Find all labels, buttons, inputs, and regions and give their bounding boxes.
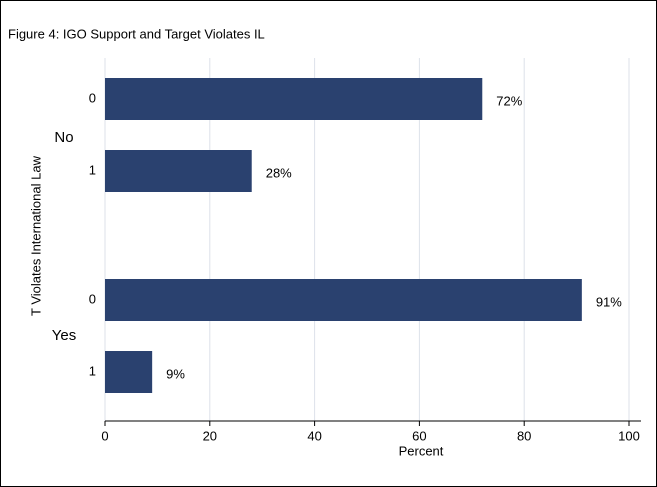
value-label: 72% bbox=[496, 93, 522, 108]
value-label: 28% bbox=[266, 165, 292, 180]
x-tick-label: 80 bbox=[517, 428, 531, 443]
value-label: 9% bbox=[166, 366, 185, 381]
group-label: Yes bbox=[52, 327, 76, 344]
bar bbox=[105, 279, 582, 321]
value-label: 91% bbox=[596, 294, 622, 309]
y-tick-label: 1 bbox=[89, 162, 96, 177]
y-tick-label: 0 bbox=[89, 291, 96, 306]
chart-title: Figure 4: IGO Support and Target Violate… bbox=[8, 26, 265, 41]
x-tick-label: 100 bbox=[618, 428, 640, 443]
bar bbox=[105, 78, 483, 120]
x-tick-label: 40 bbox=[307, 428, 321, 443]
x-tick-label: 0 bbox=[101, 428, 108, 443]
bar bbox=[105, 351, 153, 393]
y-axis-title: T Violates International Law bbox=[28, 155, 43, 316]
x-axis-title: Percent bbox=[399, 443, 444, 458]
bar bbox=[105, 150, 252, 192]
x-tick-label: 20 bbox=[203, 428, 217, 443]
y-tick-label: 0 bbox=[89, 90, 96, 105]
x-tick-label: 60 bbox=[412, 428, 426, 443]
y-tick-label: 1 bbox=[89, 363, 96, 378]
group-label: No bbox=[54, 129, 73, 146]
